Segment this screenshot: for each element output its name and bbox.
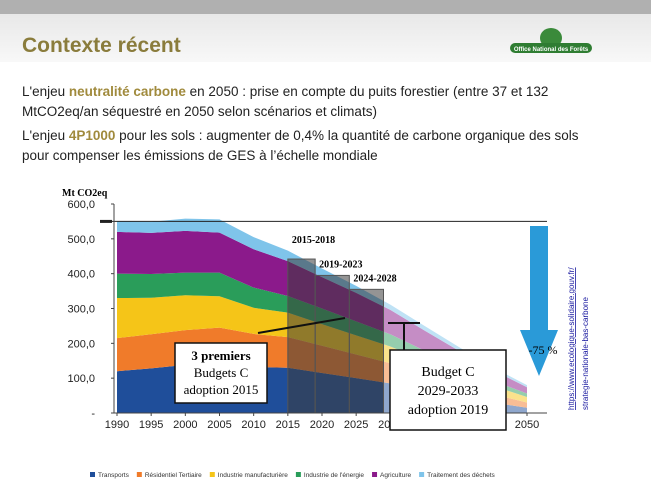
annotation-text: Budget C <box>421 365 474 380</box>
budget-bar <box>314 274 350 414</box>
annotation-text: 2029-2033 <box>418 384 479 399</box>
title: Contexte récent <box>22 34 181 57</box>
text: en 2050 : prise en compte du puits fores… <box>186 84 548 99</box>
source-link[interactable]: https://www.ecologique-solidaire.gouv.fr… <box>567 267 576 410</box>
paragraph: MtCO2eq/an séquestré en 2050 selon scéna… <box>22 104 377 119</box>
legend-label: Agriculture <box>380 472 411 479</box>
reduction-arrow <box>520 226 558 376</box>
budget-label: 2015-2018 <box>292 235 335 246</box>
budget-label: 2019-2023 <box>319 259 362 270</box>
legend-swatch <box>90 472 95 477</box>
legend-label: Transports <box>98 472 130 479</box>
paragraph: pour compenser les émissions de GES à l’… <box>22 148 378 163</box>
logo-text: Office National des Forêts <box>514 47 589 53</box>
area <box>117 272 527 397</box>
paragraph: L'enjeu 4P1000 pour les sols : augmenter… <box>22 128 579 143</box>
x-tick-label: 2015 <box>276 419 300 431</box>
top-band <box>0 0 651 14</box>
bracket <box>388 322 420 350</box>
annotation-text: 3 premiers <box>191 348 250 363</box>
text: pour les sols : augmenter de 0,4% la qua… <box>115 128 578 143</box>
x-tick-label: 1990 <box>105 419 129 431</box>
y-tick-label: 600,0 <box>67 199 95 211</box>
area <box>117 295 527 403</box>
budget-bar <box>287 258 316 414</box>
x-tick-label: 2050 <box>515 419 539 431</box>
annotation-box <box>389 349 507 431</box>
legend-swatch <box>136 472 142 477</box>
text-bold: 4P1000 <box>69 128 116 143</box>
legend-label: Industrie de l'énergie <box>304 472 365 479</box>
annotation-text: Budgets C <box>194 365 249 380</box>
y-tick-label: 300,0 <box>67 304 95 316</box>
x-tick-label: 2005 <box>207 419 231 431</box>
pointer <box>257 317 346 334</box>
budget-label: 2024-2028 <box>353 273 396 284</box>
arrow-label: -75 % <box>529 343 558 357</box>
x-tick-label: 2010 <box>241 419 265 431</box>
legend-label: Résidentiel Tertiaire <box>145 472 202 479</box>
x-tick-label: 2025 <box>344 419 368 431</box>
legend-swatch <box>372 472 378 477</box>
paragraph: L'enjeu neutralité carbone en 2050 : pri… <box>22 84 548 99</box>
budget-bar <box>348 288 385 414</box>
x-tick-label: 2020 <box>310 419 334 431</box>
legend-swatch <box>295 472 301 477</box>
x-tick-label: 2000 <box>173 419 197 431</box>
y-tick-label: - <box>91 408 95 420</box>
y-tick-label: 100,0 <box>67 373 95 385</box>
x-tick-label: 1995 <box>139 419 163 431</box>
logo-badge <box>510 43 592 53</box>
text: L'enjeu <box>22 84 69 99</box>
area <box>117 230 527 394</box>
legend-label: Industrie manufacturière <box>218 472 288 479</box>
text-bold: neutralité carbone <box>69 84 187 99</box>
legend-swatch <box>209 472 215 477</box>
annotation-text: adoption 2019 <box>408 403 489 418</box>
y-tick-label: 500,0 <box>67 234 95 246</box>
text: L'enjeu <box>22 128 69 143</box>
legend-swatch <box>419 472 425 477</box>
source-link[interactable]: strategie-nationale-bas-carbone <box>581 296 590 410</box>
annotation-box <box>174 342 268 404</box>
y-tick-label: 400,0 <box>67 269 95 281</box>
chart: 2015-2018 2019-2023 2024-2028 - 100,0 200,0 30… <box>67 199 558 479</box>
legend-label: Traitement des déchets <box>427 472 495 479</box>
y-axis-label: Mt CO2eq <box>62 188 108 199</box>
y-tick-label: 200,0 <box>67 338 95 350</box>
annotation-text: adoption 2015 <box>184 382 259 397</box>
